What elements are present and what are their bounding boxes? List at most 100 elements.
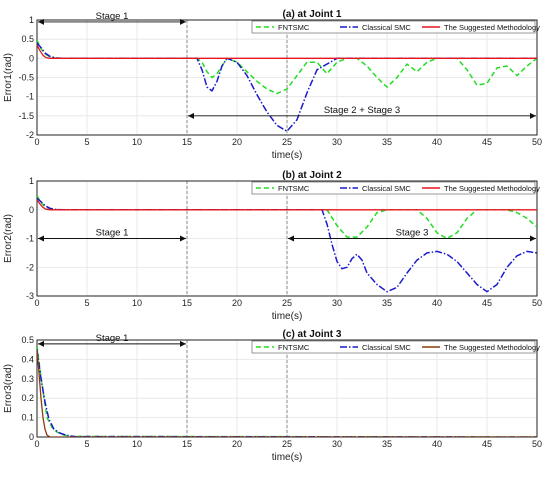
y-tick-label: 0.4 (21, 354, 34, 364)
x-tick-label: 20 (232, 439, 242, 449)
x-tick-label: 0 (34, 298, 39, 308)
x-tick-label: 20 (232, 298, 242, 308)
x-tick-label: 25 (282, 298, 292, 308)
y-tick-label: 0.2 (21, 393, 34, 403)
x-tick-label: 10 (132, 439, 142, 449)
y-axis-label: Error1(rad) (3, 53, 14, 102)
x-tick-label: 35 (382, 137, 392, 147)
legend-label: Classical SMC (362, 184, 411, 193)
series-line (37, 42, 537, 132)
legend: FNTSMC Classical SMC The Suggested Methodo… (251, 181, 540, 195)
legend-label: The Suggested Methodology (444, 343, 540, 352)
x-tick-label: 45 (482, 137, 492, 147)
legend-label: Classical SMC (362, 343, 411, 352)
y-tick-label: -1.5 (18, 111, 34, 121)
y-tick-label: 0 (29, 53, 34, 63)
y-tick-label: -3 (26, 291, 34, 301)
x-tick-label: 5 (84, 137, 89, 147)
stage-arrow-head (180, 340, 186, 347)
chart-title: (c) at Joint 3 (283, 329, 342, 340)
x-tick-label: 30 (332, 439, 342, 449)
x-axis-label: time(s) (272, 150, 303, 161)
x-tick-label: 5 (84, 298, 89, 308)
axes-box (36, 180, 538, 297)
stage-arrow-head (38, 18, 44, 25)
chart-title: (a) at Joint 1 (283, 9, 342, 20)
x-tick-label: 35 (382, 298, 392, 308)
x-tick-label: 40 (432, 439, 442, 449)
legend-label: FNTSMC (278, 23, 310, 32)
x-tick-label: 50 (532, 439, 542, 449)
axes-box (36, 19, 538, 136)
x-tick-label: 30 (332, 137, 342, 147)
x-tick-label: 40 (432, 137, 442, 147)
legend-box (251, 20, 536, 34)
x-tick-label: 35 (382, 439, 392, 449)
y-tick-label: 0.5 (21, 34, 34, 44)
y-tick-label: -0.5 (18, 73, 34, 83)
x-tick-label: 0 (34, 439, 39, 449)
legend: FNTSMC Classical SMC The Suggested Methodo… (251, 20, 540, 34)
x-tick-label: 15 (182, 137, 192, 147)
x-tick-label: 45 (482, 298, 492, 308)
x-tick-label: 10 (132, 298, 142, 308)
y-tick-label: -1 (26, 92, 34, 102)
stage-label: Stage 1 (96, 333, 129, 344)
panel-3: 0 5 10 15 20 25 30 35 40 45 50 0.5 0.4 0.3 0.2 0.1 0 time… (3, 329, 542, 463)
y-tick-label: 1 (29, 176, 34, 186)
stage-arrow-head (530, 112, 536, 119)
panel-2: 0 5 10 15 20 25 30 35 40 45 5010-1-2-3time(s)Error… (3, 170, 542, 322)
legend-label: FNTSMC (278, 343, 310, 352)
legend-label: Classical SMC (362, 23, 411, 32)
x-tick-label: 40 (432, 298, 442, 308)
legend-label: FNTSMC (278, 184, 310, 193)
series-line (37, 349, 537, 437)
stage-arrow-head (530, 235, 536, 242)
y-tick-label: 0.5 (21, 335, 34, 345)
y-axis-label: Error3(rad) (3, 364, 14, 413)
stage-arrow-head (180, 235, 186, 242)
stage-label: Stage 2 + Stage 3 (324, 105, 400, 116)
y-tick-label: 1 (29, 15, 34, 25)
stage-arrow-head (38, 340, 44, 347)
x-tick-label: 50 (532, 137, 542, 147)
stage-arrow-head (288, 235, 294, 242)
x-tick-label: 45 (482, 439, 492, 449)
legend: FNTSMC Classical SMC The Suggested Methodo… (251, 340, 540, 354)
x-tick-label: 15 (182, 298, 192, 308)
y-tick-label: 0.1 (21, 413, 34, 423)
x-tick-label: 0 (34, 137, 39, 147)
x-tick-label: 30 (332, 298, 342, 308)
x-tick-label: 25 (282, 439, 292, 449)
y-tick-label: 0 (29, 205, 34, 215)
stage-arrow-head (180, 18, 186, 25)
x-tick-label: 50 (532, 298, 542, 308)
legend-label: The Suggested Methodology (444, 23, 540, 32)
stage-arrow-head (188, 112, 194, 119)
y-tick-label: -2 (26, 262, 34, 272)
x-tick-label: 10 (132, 137, 142, 147)
x-tick-label: 5 (84, 439, 89, 449)
legend-label: The Suggested Methodology (444, 184, 540, 193)
y-tick-label: -1 (26, 234, 34, 244)
y-axis-label: Error2(rad) (3, 214, 14, 263)
chart-title: (b) at Joint 2 (282, 170, 342, 181)
y-tick-label: -2 (26, 130, 34, 140)
stage-label: Stage 1 (96, 11, 129, 22)
legend-box (251, 340, 536, 354)
y-tick-label: 0 (29, 432, 34, 442)
series-line (37, 39, 537, 95)
series-line (37, 199, 537, 211)
x-axis-label: time(s) (272, 452, 303, 463)
stage-label: Stage 1 (96, 228, 129, 239)
x-tick-label: 25 (282, 137, 292, 147)
stage-label: Stage 3 (396, 228, 429, 239)
x-axis-label: time(s) (272, 311, 303, 322)
series-line (37, 44, 537, 59)
panel-1: 0 5 10 15 20 25 30 35 40 45 50 1 0.5 0 -0.5 -1 -1.5 -2 tim… (3, 9, 542, 161)
y-tick-label: 0.3 (21, 374, 34, 384)
stage-arrow-head (38, 235, 44, 242)
series-line (37, 349, 537, 437)
x-tick-label: 15 (182, 439, 192, 449)
